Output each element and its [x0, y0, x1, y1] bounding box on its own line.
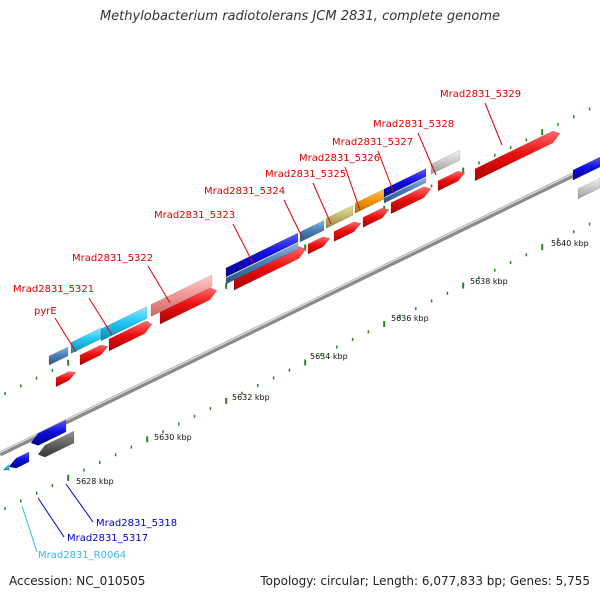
gene-fwd-8 — [362, 207, 390, 228]
leader-line-4 — [312, 182, 332, 225]
feature-gray-2 — [577, 177, 600, 200]
leader-line-10 — [65, 483, 94, 523]
scale-label-5638: 5638 kbp — [470, 277, 508, 286]
feature-blue-2 — [383, 168, 427, 198]
scale-label-5640: 5640 kbp — [551, 239, 589, 248]
gene-label-mrad2831-5327[interactable]: Mrad2831_5327 — [332, 137, 413, 148]
gene-features — [2, 130, 600, 472]
leader-line-5 — [283, 199, 303, 238]
gene-rev-rna — [2, 462, 11, 472]
gene-fwd-3 — [108, 321, 153, 352]
gene-fwd-2 — [79, 344, 109, 366]
gene-label-mrad2831-5322[interactable]: Mrad2831_5322 — [72, 253, 153, 264]
gene-label-mrad2831-5321[interactable]: Mrad2831_5321 — [13, 284, 94, 295]
leader-line-11 — [37, 497, 65, 538]
feature-blue-1 — [225, 232, 299, 278]
leader-line-2 — [377, 150, 395, 194]
gene-label-mrad2831-r0064[interactable]: Mrad2831_R0064 — [38, 550, 126, 561]
gene-rev-1 — [8, 451, 30, 469]
leader-line-12 — [21, 505, 38, 553]
leader-line-6 — [232, 223, 254, 264]
gene-label-mrad2831-5323[interactable]: Mrad2831_5323 — [154, 210, 235, 221]
scale-label-5628: 5628 kbp — [76, 477, 114, 486]
feature-steel-3 — [299, 219, 325, 243]
gene-fwd-11 — [474, 130, 561, 182]
leader-line-3 — [344, 166, 361, 211]
gene-fwd-7 — [333, 221, 362, 242]
feature-steel-1 — [48, 346, 69, 366]
feature-steel-2 — [225, 242, 299, 285]
label-leader-lines — [21, 102, 503, 553]
gene-fwd-1 — [55, 371, 77, 388]
accession-text: Accession: NC_010505 — [9, 574, 146, 588]
leader-line-1 — [417, 132, 437, 176]
gene-label-mrad2831-5328[interactable]: Mrad2831_5328 — [373, 119, 454, 130]
gene-label-mrad2831-5324[interactable]: Mrad2831_5324 — [204, 186, 285, 197]
leader-line-9 — [54, 317, 77, 353]
gene-fwd-9 — [390, 186, 432, 215]
map-title: Methylobacterium radiotolerans JCM 2831,… — [99, 9, 501, 24]
scale-ticks-lower — [4, 222, 591, 511]
gene-label-mrad2831-5317[interactable]: Mrad2831_5317 — [67, 533, 148, 544]
leader-line-8 — [88, 297, 113, 336]
gene-rev-2 — [30, 419, 67, 446]
genome-backbone — [0, 159, 600, 457]
scale-label-5630: 5630 kbp — [154, 433, 192, 442]
scale-label-5636: 5636 kbp — [391, 314, 429, 323]
feature-olive-1 — [325, 204, 354, 229]
scale-label-5634: 5634 kbp — [310, 352, 348, 361]
genome-backbone-highlight — [0, 159, 600, 454]
feature-gray-1 — [430, 149, 461, 175]
gene-label-pyre[interactable]: pyrE — [34, 306, 57, 317]
leader-line-7 — [147, 265, 171, 304]
topology-text: Topology: circular; Length: 6,077,833 bp… — [260, 574, 590, 588]
gene-label-mrad2831-5326[interactable]: Mrad2831_5326 — [299, 153, 380, 164]
gene-fwd-6 — [307, 236, 331, 255]
feature-steel-4 — [383, 177, 427, 204]
gene-rev-3 — [37, 430, 75, 458]
gene-label-mrad2831-5318[interactable]: Mrad2831_5318 — [96, 518, 177, 529]
leader-line-0 — [484, 102, 503, 146]
gene-label-mrad2831-5325[interactable]: Mrad2831_5325 — [265, 169, 346, 180]
feature-cyan-2 — [100, 306, 148, 342]
feature-pink-1 — [150, 274, 213, 317]
gene-label-mrad2831-5329[interactable]: Mrad2831_5329 — [440, 89, 521, 100]
gene-fwd-10 — [437, 170, 466, 192]
feature-blue-3 — [572, 156, 600, 181]
scale-label-5632: 5632 kbp — [232, 393, 270, 402]
